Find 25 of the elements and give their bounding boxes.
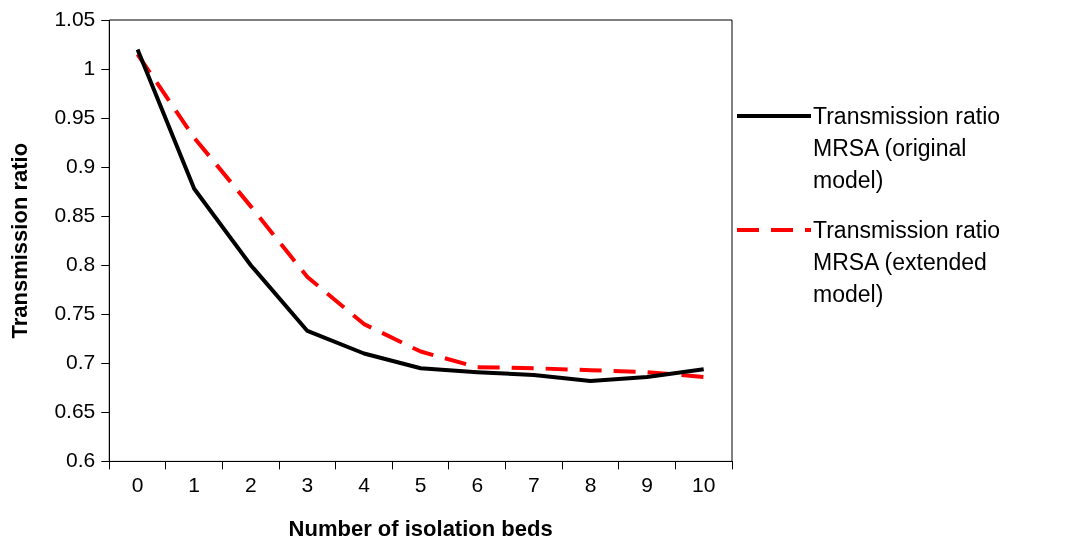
legend-label: Transmission ratio MRSA (original model) (813, 102, 1002, 195)
y-tick-label: 0.75 (54, 301, 96, 325)
x-tick-label: 3 (301, 472, 314, 496)
y-tick-label: 0.6 (66, 448, 96, 472)
x-tick-label: 5 (414, 472, 427, 496)
x-tick-label: 2 (244, 472, 257, 496)
y-axis-title: Transmission ratio (7, 142, 33, 339)
x-tick-label: 7 (528, 472, 540, 496)
x-tick-label: 8 (584, 472, 597, 496)
x-tick-label: 10 (692, 472, 716, 496)
y-tick-label: 0.65 (54, 399, 96, 423)
legend-label: Transmission ratio MRSA (extended model) (813, 216, 1002, 309)
y-tick-label: 0.85 (54, 202, 96, 226)
y-tick-label: 0.95 (54, 104, 96, 128)
x-axis-title: Number of isolation beds (288, 515, 553, 541)
y-tick-label: 0.8 (66, 252, 96, 276)
x-tick-label: 6 (471, 472, 484, 496)
x-tick-label: 0 (131, 472, 144, 496)
y-tick-label: 1 (83, 55, 96, 79)
x-tick-label: 4 (358, 472, 371, 496)
y-tick-label: 1.05 (54, 6, 96, 30)
y-tick-label: 0.9 (66, 153, 96, 177)
y-tick-label: 0.7 (66, 350, 96, 374)
x-tick-label: 9 (641, 472, 653, 496)
x-tick-label: 1 (188, 472, 201, 496)
